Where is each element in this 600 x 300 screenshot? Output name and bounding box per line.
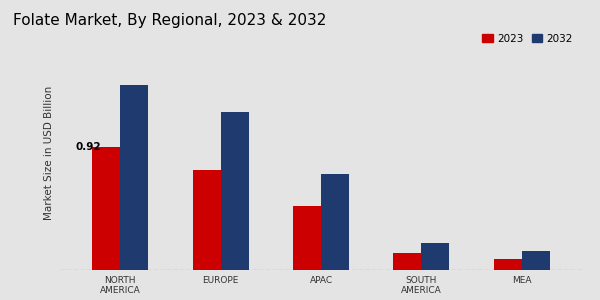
- Text: 0.92: 0.92: [76, 142, 101, 152]
- Y-axis label: Market Size in USD Billion: Market Size in USD Billion: [44, 86, 55, 220]
- Bar: [221, 112, 249, 270]
- Legend: 2023, 2032: 2023, 2032: [478, 29, 577, 48]
- Bar: [494, 259, 522, 270]
- Bar: [193, 170, 221, 270]
- Bar: [421, 243, 449, 270]
- Bar: [92, 147, 120, 270]
- Bar: [393, 253, 421, 270]
- Bar: [522, 251, 550, 270]
- Bar: [321, 174, 349, 270]
- Bar: [293, 206, 321, 270]
- Bar: [120, 85, 148, 270]
- Text: Folate Market, By Regional, 2023 & 2032: Folate Market, By Regional, 2023 & 2032: [13, 13, 326, 28]
